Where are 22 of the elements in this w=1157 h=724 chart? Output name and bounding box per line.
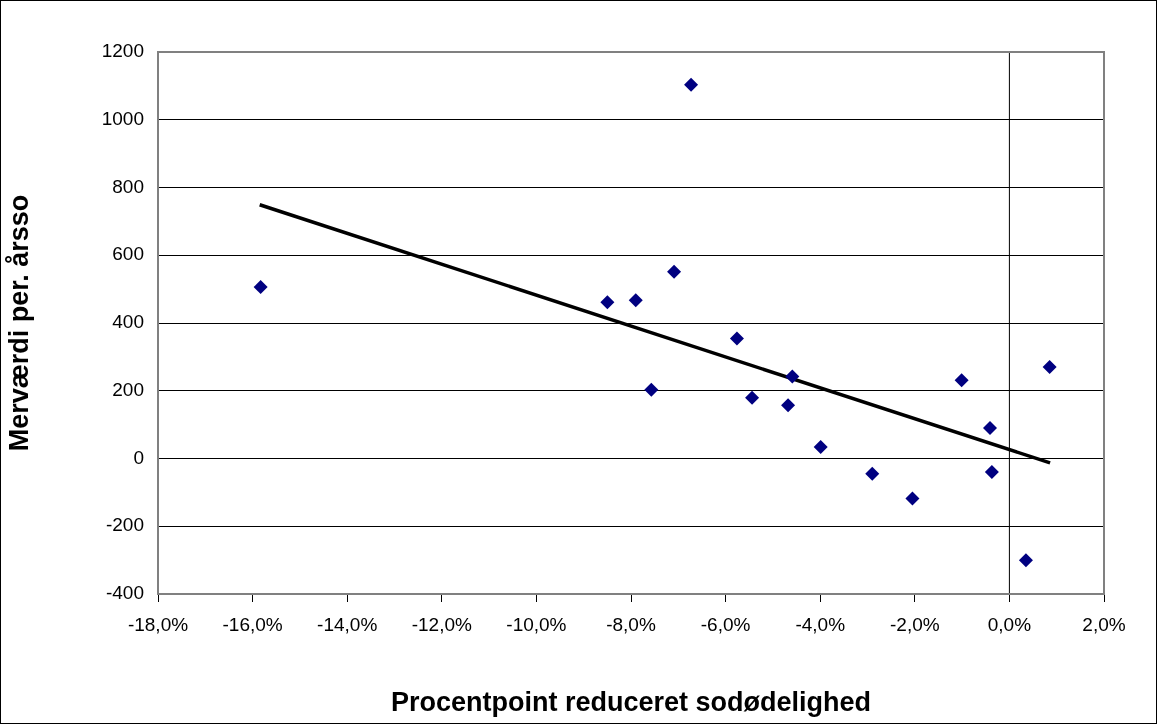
y-tick-label: 1200: [101, 40, 144, 62]
x-tick-label: -12,0%: [411, 613, 473, 635]
x-tick-label: -8,0%: [606, 613, 656, 635]
x-tick-label: -6,0%: [700, 613, 751, 635]
y-tick-label: 0: [133, 446, 144, 468]
x-tick-label: -18,0%: [127, 613, 189, 635]
x-tick-label: 0,0%: [987, 613, 1032, 635]
x-tick-label: -2,0%: [889, 613, 940, 635]
x-tick-label: 2,0%: [1082, 613, 1126, 635]
y-tick-label: -200: [105, 514, 144, 536]
x-tick-label: -4,0%: [795, 613, 846, 635]
x-tick-label: -16,0%: [222, 613, 283, 635]
y-tick-label: -400: [105, 582, 144, 604]
x-axis-title: Procentpoint reduceret sodødelighed: [390, 687, 872, 718]
y-axis-title: Merværdi per. årsso: [3, 194, 34, 452]
x-tick-label: -10,0%: [506, 613, 567, 635]
y-tick-label: 800: [112, 175, 144, 197]
y-tick-label: 1000: [101, 107, 144, 129]
y-tick-label: 200: [112, 378, 144, 400]
y-tick-label: 400: [112, 311, 144, 333]
y-tick-label: 600: [112, 243, 144, 265]
x-tick-label: -14,0%: [317, 613, 378, 635]
